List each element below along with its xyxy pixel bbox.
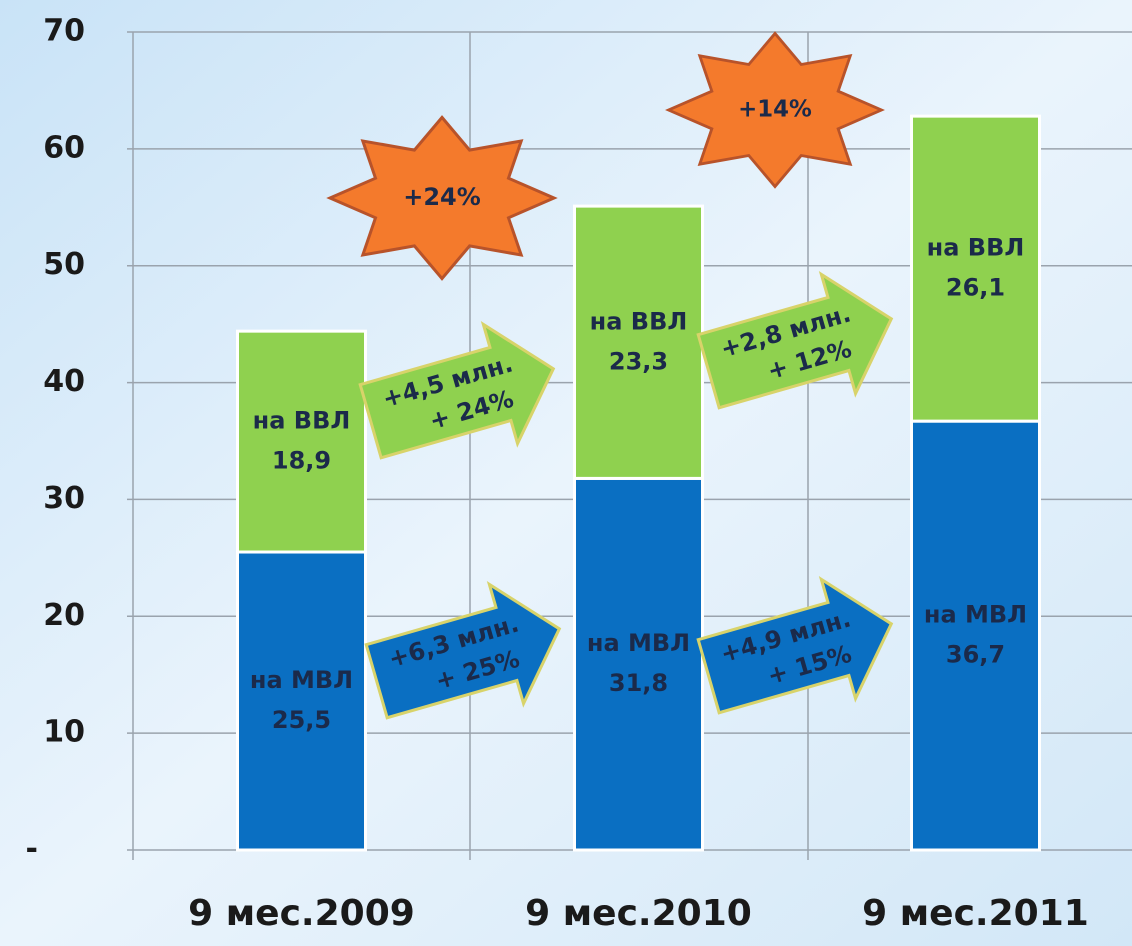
data-label: 31,8 [609,669,668,697]
bar-segment [236,329,367,554]
growth-star: +14% [665,31,885,189]
y-tick-label: 10 [43,715,85,750]
x-tick-label: 9 мес.2009 [188,893,415,934]
y-tick-label: 50 [43,247,85,282]
star-shape [665,31,885,189]
segment-name: на МВЛ [924,601,1027,629]
y-tick-label: 30 [43,481,85,516]
segment-name: на ВВЛ [253,407,351,435]
star-shape [326,115,558,281]
y-tick-label: - [26,832,38,867]
y-tick-label: 70 [43,14,85,49]
arrow-shape [364,580,562,720]
bar-segment [573,476,704,852]
x-tick-label: 9 мес.2010 [525,893,752,934]
bar-segment [910,419,1041,852]
growth-star: +24% [326,115,558,281]
segment-name: на МВЛ [250,666,353,694]
y-tick-label: 60 [43,130,85,165]
segment-name: на ВВЛ [927,234,1025,262]
star-label: +14% [738,97,812,123]
segment-name: на ВВЛ [590,307,688,335]
bar-segment [236,550,367,852]
bar-segment [910,114,1041,423]
arrow-shape [696,270,894,410]
segment-name: на МВЛ [587,629,690,657]
data-label: 36,7 [946,641,1005,669]
data-label: 18,9 [272,447,331,475]
data-label: 26,1 [946,274,1005,302]
star-label: +24% [403,183,481,211]
data-label: 25,5 [272,706,331,734]
data-label: 23,3 [609,347,668,375]
x-tick-label: 9 мес.2011 [862,893,1089,934]
y-tick-label: 40 [43,364,85,399]
y-tick-label: 20 [43,598,85,633]
bar-segment [573,204,704,480]
arrow-shape [358,320,556,460]
arrow-shape [696,575,894,715]
